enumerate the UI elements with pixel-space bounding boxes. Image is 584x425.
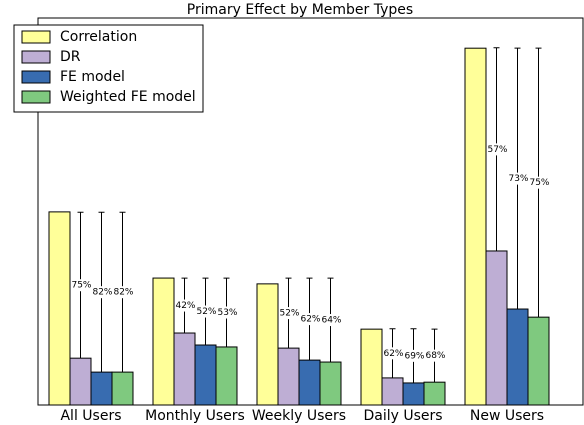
label-bg	[71, 279, 92, 292]
label-bg	[404, 349, 425, 362]
x-tick-label: Weekly Users	[252, 408, 346, 424]
bar	[277, 347, 300, 406]
bar	[402, 382, 425, 406]
label-bg	[425, 349, 446, 362]
bar	[485, 250, 508, 406]
bar	[256, 283, 279, 406]
x-tick-label: New Users	[470, 408, 544, 424]
label-bg	[175, 299, 196, 312]
bar	[173, 332, 196, 406]
label-bg	[383, 347, 404, 360]
legend-swatch	[21, 50, 51, 64]
error-label: 82%	[113, 288, 133, 298]
bar	[423, 381, 446, 406]
bar	[152, 277, 175, 406]
label-bg	[508, 172, 529, 185]
error-label: 75%	[71, 281, 91, 291]
error-label: 52%	[196, 307, 216, 317]
bar	[194, 344, 217, 406]
error-label: 42%	[175, 301, 195, 311]
bar	[111, 371, 134, 406]
error-label: 62%	[383, 349, 403, 359]
label-bg	[529, 176, 550, 189]
error-label: 64%	[321, 316, 341, 326]
error-label: 53%	[217, 308, 237, 318]
legend-label: DR	[60, 49, 81, 65]
label-bg	[196, 305, 217, 318]
x-tick-label: Monthly Users	[145, 408, 245, 424]
legend-label: Weighted FE model	[60, 89, 196, 105]
bar	[69, 357, 92, 406]
bar	[48, 211, 71, 406]
error-label: 62%	[300, 315, 320, 325]
label-bg	[92, 286, 113, 299]
label-bg	[487, 143, 508, 156]
error-label: 57%	[487, 145, 507, 155]
error-label: 82%	[92, 288, 112, 298]
bar	[527, 316, 550, 406]
label-bg	[113, 286, 134, 299]
chart-title: Primary Effect by Member Types	[187, 2, 413, 18]
error-label: 75%	[529, 178, 549, 188]
x-tick-label: All Users	[60, 408, 121, 424]
bar	[464, 47, 487, 406]
label-bg	[279, 307, 300, 320]
legend-swatch	[21, 30, 51, 44]
x-tick-label: Daily Users	[363, 408, 442, 424]
legend-label: FE model	[60, 69, 125, 85]
legend-label: Correlation	[60, 29, 137, 45]
bar	[360, 328, 383, 406]
legend-swatch	[21, 70, 51, 84]
bar	[381, 377, 404, 406]
error-label: 68%	[425, 351, 445, 361]
error-label: 73%	[508, 174, 528, 184]
legend-swatch	[21, 90, 51, 104]
bar	[506, 308, 529, 406]
bar	[298, 359, 321, 406]
error-label: 52%	[279, 309, 299, 319]
label-bg	[217, 306, 238, 319]
bar	[319, 361, 342, 406]
label-bg	[321, 314, 342, 327]
label-bg	[300, 313, 321, 326]
bar	[215, 346, 238, 406]
error-label: 69%	[404, 351, 424, 361]
bar	[90, 371, 113, 406]
